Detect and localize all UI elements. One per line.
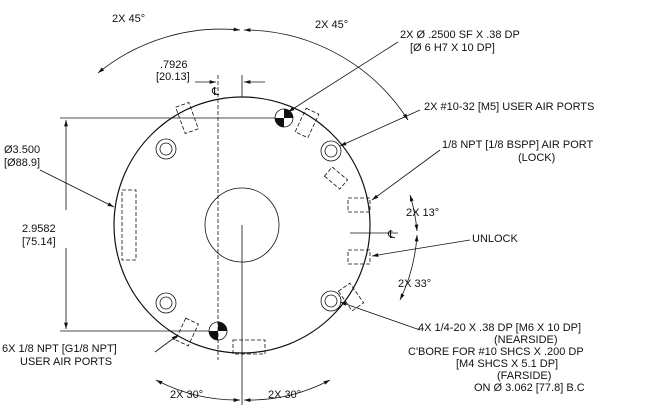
angle-label: 2X 13°	[406, 207, 439, 219]
angle-label: 2X 30°	[170, 389, 203, 401]
labels: 2X 45° 2X 45° .7926 [20.13] ℄ ℄ Ø3.500 […	[2, 13, 594, 401]
callout: (FARSIDE)	[497, 370, 551, 382]
angle-label: 2X 45°	[315, 19, 348, 31]
dimension-label: [20.13]	[156, 71, 190, 83]
callout: [Ø 6 H7 X 10 DP]	[410, 42, 495, 54]
centerline-mark: ℄	[211, 86, 219, 98]
callout: 4X 1/4-20 X .38 DP [M6 X 10 DP]	[418, 322, 581, 334]
angle-label: 2X 30°	[268, 389, 301, 401]
callout: 6X 1/8 NPT [G1/8 NPT]	[2, 343, 117, 355]
callout: C'BORE FOR #10 SHCS X .200 DP	[408, 346, 584, 358]
angle-label: 2X 45°	[112, 13, 145, 25]
callout: UNLOCK	[472, 233, 519, 245]
dimension-label: [75.14]	[22, 236, 56, 248]
dimension-label: 2.9582	[22, 223, 56, 235]
centerline-mark: ℄	[387, 229, 395, 241]
callout: [M4 SHCS X 5.1 DP]	[456, 358, 558, 370]
callout: (LOCK)	[518, 152, 555, 164]
callout: USER AIR PORTS	[20, 356, 112, 368]
dimension-label: [Ø88.9]	[4, 157, 40, 169]
callout: 1/8 NPT [1/8 BSPP] AIR PORT	[442, 139, 593, 151]
callout: ON Ø 3.062 [77.8] B.C	[474, 382, 585, 394]
callout: 2X Ø .2500 SF X .38 DP	[400, 29, 520, 41]
callout: 2X #10-32 [M5] USER AIR PORTS	[424, 101, 594, 113]
drawing: 2X 45° 2X 45° .7926 [20.13] ℄ ℄ Ø3.500 […	[0, 0, 645, 416]
angle-label: 2X 33°	[398, 278, 431, 290]
callout: (NEARSIDE)	[494, 334, 558, 346]
dimension-label: .7926	[160, 59, 188, 71]
dimension-label: Ø3.500	[4, 144, 40, 156]
